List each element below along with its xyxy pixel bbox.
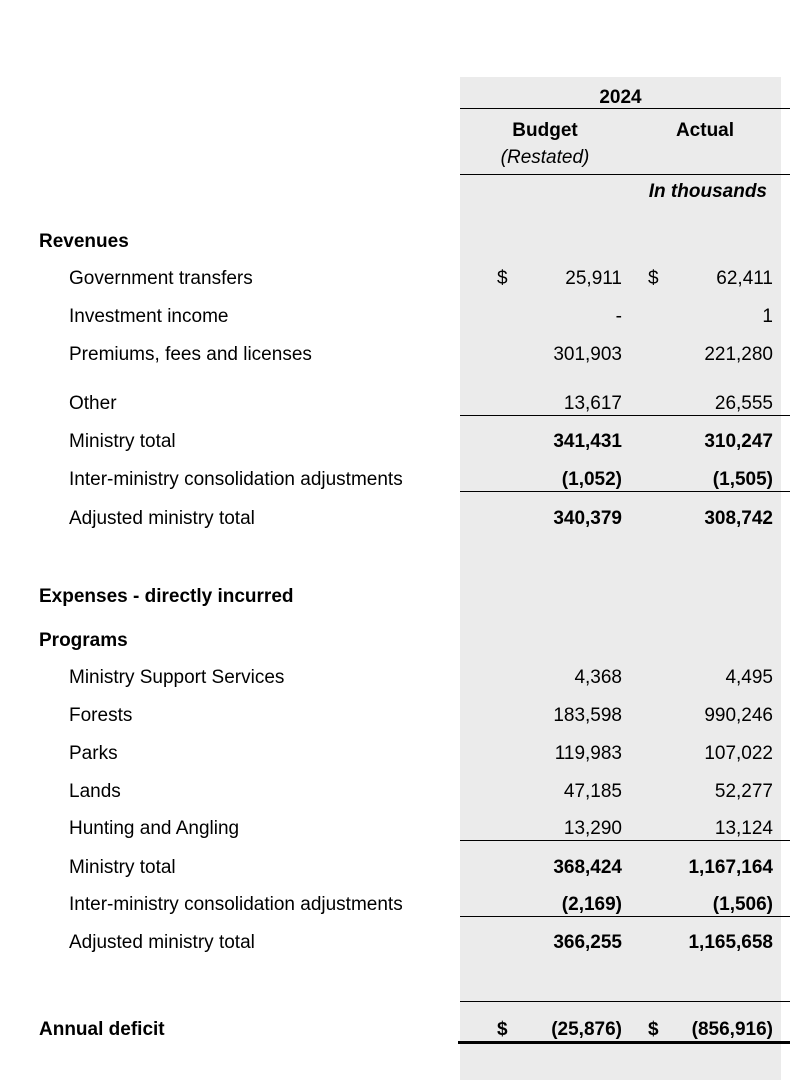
actual-deficit-value: (856,916) bbox=[691, 1019, 773, 1040]
budget-value: 13,617 bbox=[563, 393, 622, 414]
actual-total-value: 1,167,164 bbox=[688, 857, 773, 878]
actual-adjustment-value: (1,505) bbox=[712, 469, 773, 490]
currency-symbol: $ bbox=[497, 268, 508, 289]
currency-symbol: $ bbox=[648, 1019, 659, 1040]
subtotal-rule bbox=[460, 916, 790, 917]
row-label-other: Other bbox=[69, 393, 117, 414]
row-label-ministry-support-services: Ministry Support Services bbox=[69, 667, 285, 688]
actual-adjustment-value: (1,506) bbox=[712, 894, 773, 915]
row-label-lands: Lands bbox=[69, 781, 121, 802]
deficit-double-rule bbox=[458, 1041, 790, 1044]
budget-value: 119,983 bbox=[554, 743, 622, 764]
row-label-hunting-and-angling: Hunting and Angling bbox=[69, 818, 240, 839]
actual-value: 4,495 bbox=[725, 667, 773, 688]
budget-total-value: 368,424 bbox=[553, 857, 622, 878]
row-label-adjusted-ministry-total: Adjusted ministry total bbox=[69, 508, 255, 529]
budget-value: 47,185 bbox=[563, 781, 622, 802]
subtotal-rule bbox=[460, 491, 790, 492]
actual-value: 221,280 bbox=[704, 344, 773, 365]
header-rule-bottom bbox=[460, 174, 790, 175]
budget-value: 13,290 bbox=[563, 818, 622, 839]
actual-adjusted-total-value: 308,742 bbox=[704, 508, 773, 529]
budget-total-value: 341,431 bbox=[553, 431, 622, 452]
row-label-government-transfers: Government transfers bbox=[69, 268, 253, 289]
subtotal-rule bbox=[460, 415, 790, 416]
row-label-parks: Parks bbox=[69, 743, 118, 764]
expenses-heading: Expenses - directly incurred bbox=[39, 586, 294, 607]
budget-deficit-value: (25,876) bbox=[551, 1019, 622, 1040]
actual-value: 107,022 bbox=[704, 743, 773, 764]
currency-symbol: $ bbox=[497, 1019, 508, 1040]
restated-label: (Restated) bbox=[500, 147, 590, 168]
budget-adjustment-value: (2,169) bbox=[561, 894, 622, 915]
annual-deficit-label: Annual deficit bbox=[39, 1019, 165, 1040]
budget-value: 183,598 bbox=[553, 705, 622, 726]
budget-adjusted-total-value: 340,379 bbox=[553, 508, 622, 529]
row-label-ministry-total: Ministry total bbox=[69, 857, 176, 878]
revenues-heading: Revenues bbox=[39, 231, 129, 252]
row-label-forests: Forests bbox=[69, 705, 133, 726]
year-header: 2024 bbox=[599, 87, 642, 108]
row-label-adjusted-ministry-total: Adjusted ministry total bbox=[69, 932, 255, 953]
budget-value: - bbox=[615, 306, 622, 327]
row-label-consolidation-adjustments: Inter-ministry consolidation adjustments bbox=[69, 469, 403, 490]
actual-value: 13,124 bbox=[714, 818, 773, 839]
budget-value: 301,903 bbox=[553, 344, 622, 365]
programs-subheading: Programs bbox=[39, 630, 128, 651]
row-label-consolidation-adjustments: Inter-ministry consolidation adjustments bbox=[69, 894, 403, 915]
header-rule-top bbox=[460, 108, 790, 109]
budget-adjustment-value: (1,052) bbox=[561, 469, 622, 490]
actual-value: 62,411 bbox=[716, 268, 773, 289]
actual-value: 52,277 bbox=[714, 781, 773, 802]
actual-value: 990,246 bbox=[704, 705, 773, 726]
row-label-premiums-fees-licenses: Premiums, fees and licenses bbox=[69, 344, 312, 365]
actual-value: 1 bbox=[762, 306, 773, 327]
budget-value: 4,368 bbox=[574, 667, 622, 688]
subtotal-rule bbox=[460, 840, 790, 841]
row-label-investment-income: Investment income bbox=[69, 306, 229, 327]
budget-adjusted-total-value: 366,255 bbox=[553, 932, 622, 953]
units-label: In thousands bbox=[648, 181, 767, 202]
actual-total-value: 310,247 bbox=[704, 431, 773, 452]
budget-column-header: Budget bbox=[512, 120, 578, 141]
actual-adjusted-total-value: 1,165,658 bbox=[688, 932, 773, 953]
currency-symbol: $ bbox=[648, 268, 659, 289]
actual-column-header: Actual bbox=[675, 120, 735, 141]
row-label-ministry-total: Ministry total bbox=[69, 431, 176, 452]
budget-value: 25,911 bbox=[565, 268, 622, 289]
table-shaded-column-area bbox=[460, 77, 781, 1080]
deficit-rule-top bbox=[460, 1001, 790, 1002]
actual-value: 26,555 bbox=[714, 393, 773, 414]
